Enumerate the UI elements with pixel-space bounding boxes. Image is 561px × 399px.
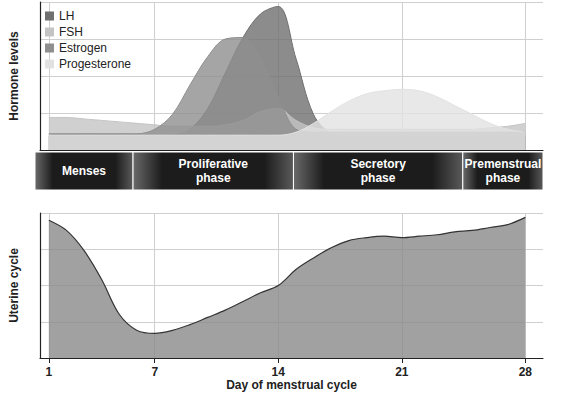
- svg-text:7: 7: [151, 365, 158, 379]
- svg-text:Hormone levels: Hormone levels: [7, 31, 21, 121]
- svg-text:Premenstrual: Premenstrual: [465, 157, 542, 171]
- svg-text:Uterine cycle: Uterine cycle: [7, 248, 21, 323]
- svg-text:14: 14: [272, 365, 286, 379]
- svg-text:28: 28: [519, 365, 533, 379]
- svg-text:phase: phase: [361, 171, 396, 185]
- svg-text:Estrogen: Estrogen: [59, 41, 107, 55]
- svg-text:Proliferative: Proliferative: [179, 157, 249, 171]
- svg-text:Progesterone: Progesterone: [59, 57, 131, 71]
- svg-text:FSH: FSH: [59, 25, 83, 39]
- svg-text:1: 1: [45, 365, 52, 379]
- svg-text:phase: phase: [196, 171, 231, 185]
- svg-text:Secretory: Secretory: [350, 157, 406, 171]
- svg-text:Menses: Menses: [62, 164, 106, 178]
- svg-text:LH: LH: [59, 9, 74, 23]
- svg-text:phase: phase: [486, 171, 521, 185]
- svg-text:21: 21: [395, 365, 409, 379]
- svg-text:Day of menstrual cycle: Day of menstrual cycle: [226, 378, 357, 392]
